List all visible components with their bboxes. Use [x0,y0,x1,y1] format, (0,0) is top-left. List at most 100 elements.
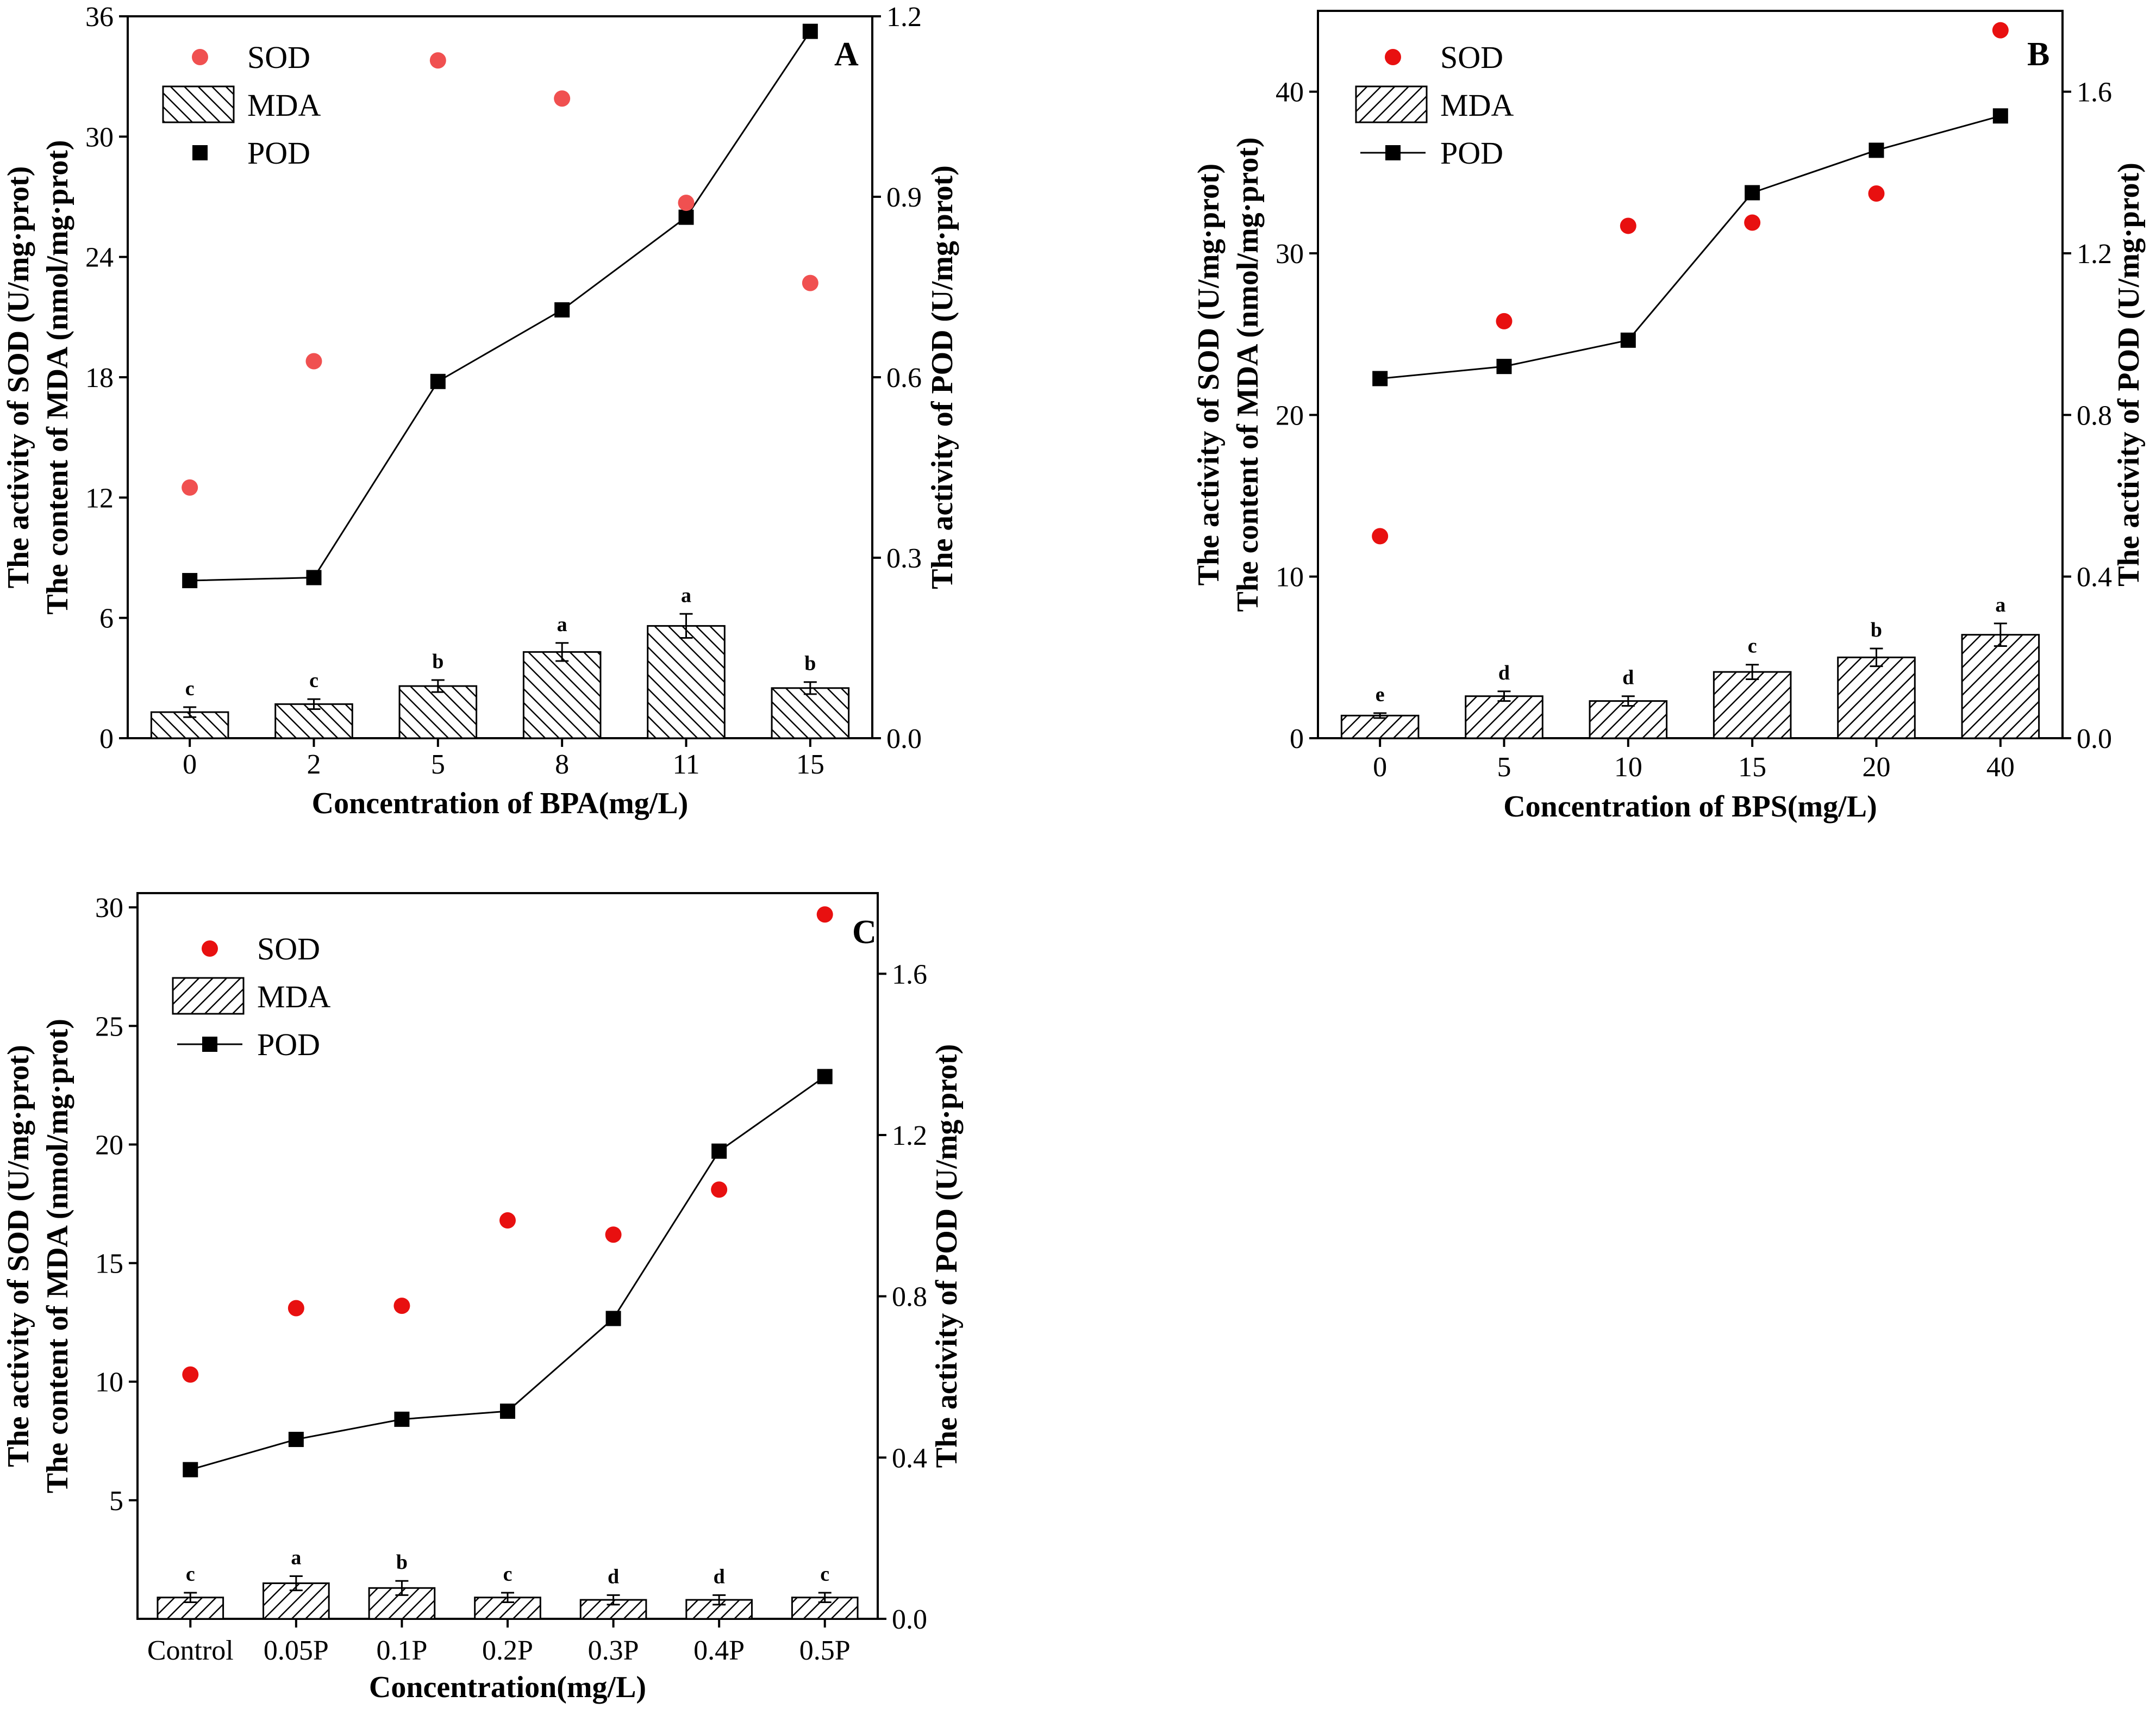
legend-pod-marker [192,145,208,160]
mda-bar [647,625,726,739]
left-y-axis-title: The activity of SOD (U/mg·prot) [2,1045,35,1467]
legend-mda-swatch [162,85,235,123]
right-y-tick-label: 1.6 [2077,77,2112,108]
left-y-tick-label: 0 [99,724,114,755]
right-y-axis-title: The activity of POD (U/mg·prot) [2112,163,2146,587]
significance-label: d [608,1565,619,1588]
left-y-tick-label: 30 [85,122,114,153]
significance-label: b [396,1551,408,1574]
significance-label: a [291,1546,301,1569]
pod-line [1380,115,2001,379]
right-y-tick-label: 0.0 [892,1604,927,1635]
x-tick-label: Control [147,1635,234,1666]
x-tick-label: 0 [1373,752,1387,783]
legend-sod-marker [192,49,208,65]
x-tick-label: 5 [1497,752,1511,783]
left-y-tick-label: 20 [95,1130,123,1161]
panel-label: A [834,36,859,73]
significance-label: d [714,1565,725,1588]
plot-frame [136,892,879,1620]
panel-A: 0 6 12 18 24 30 36 0.0 0.3 0.6 0.9 1.2 0 2 5 8 11 15 Conce… [2,2,959,820]
pod-point [430,373,446,389]
right-y-tick-label: 1.6 [892,959,927,990]
legend-mda-swatch [172,977,245,1015]
left-y-axis-title: The content of MDA (nmol/mg·prot) [1231,137,1265,612]
legend-pod-label: POD [1440,135,1503,171]
legend: SOD MDA POD [1355,40,1514,171]
pod-point [182,573,198,589]
right-y-tick-label: 1.2 [886,2,922,33]
panel-C: 5 10 15 20 25 30 0.0 0.4 0.8 1.2 1.6 Control 0.05P 0.… [2,892,964,1704]
right-y-tick-label: 0.8 [2077,400,2112,431]
left-y-tick-label: 25 [95,1011,123,1042]
right-y-tick-label: 0.4 [892,1443,927,1474]
significance-label: d [1498,662,1510,684]
sod-point [182,479,198,496]
left-y-tick-label: 0 [1290,724,1304,755]
sod-point [1868,185,1885,202]
legend-sod-marker [1385,49,1401,65]
mda-bar [398,685,478,739]
right-y-tick-label: 0.4 [2077,562,2112,593]
mda-bar [1465,695,1543,739]
sod-point [802,275,818,291]
pod-point [500,1404,515,1419]
pod-point [678,209,694,225]
sod-point [816,906,833,923]
significance-label: d [1622,666,1634,689]
right-y-tick-label: 0.3 [886,543,922,574]
sod-point [1496,313,1513,329]
left-y-tick-label: 6 [99,603,114,634]
right-y-axis-title: The activity of POD (U/mg·prot) [926,165,959,589]
significance-label: a [1995,594,2005,616]
x-tick-label: 0 [183,749,197,780]
left-y-tick-label: 10 [95,1367,123,1398]
pod-point [1620,332,1636,348]
plot-frame [127,15,873,739]
sod-point [678,195,695,211]
legend-sod-label: SOD [247,40,310,75]
left-y-axis-title: The content of MDA (nmol/mg·prot) [41,1019,74,1493]
pod-point [1868,142,1884,158]
pod-point [1992,108,2008,124]
pod-point [306,570,322,585]
right-y-tick-label: 0.8 [892,1282,927,1313]
significance-label: c [185,677,195,700]
sod-point [288,1300,304,1317]
right-y-tick-label: 0.6 [886,363,922,394]
x-tick-label: 10 [1614,752,1642,783]
x-tick-label: 8 [555,749,569,780]
pod-point [1745,185,1760,201]
significance-label: b [804,652,816,675]
x-tick-label: 0.2P [482,1635,533,1666]
x-tick-label: 0.05P [264,1635,329,1666]
x-tick-label: 5 [431,749,445,780]
legend-mda-swatch [1355,85,1428,123]
legend: SOD MDA POD [162,40,321,171]
left-y-tick-label: 30 [95,893,123,924]
x-tick-label: 15 [796,749,824,780]
significance-label: c [820,1563,829,1586]
sod-point [429,52,446,69]
left-y-tick-label: 24 [85,242,114,273]
pod-point [605,1311,621,1326]
sod-point [393,1298,410,1314]
panel-B: 0 10 20 30 40 0.0 0.4 0.8 1.2 1.6 0 5 10 15 20 40 Concen… [1192,10,2146,824]
significance-label: b [432,650,443,673]
x-tick-label: 15 [1738,752,1766,783]
right-y-tick-label: 0.0 [886,724,922,755]
x-axis-title: Concentration of BPS(mg/L) [1503,790,1877,824]
x-tick-label: 0.4P [693,1635,745,1666]
right-y-tick-label: 1.2 [2077,239,2112,270]
pod-point [802,23,818,39]
x-tick-label: 40 [1986,752,2015,783]
left-y-tick-label: 30 [1276,239,1304,270]
pod-point [183,1462,198,1477]
significance-label: c [503,1563,513,1586]
x-tick-label: 0.3P [588,1635,639,1666]
legend-sod-label: SOD [1440,40,1503,75]
mda-bar [1961,634,2040,739]
pod-point [554,302,570,318]
x-axis-title: Concentration of BPA(mg/L) [312,787,689,820]
x-axis-title: Concentration(mg/L) [369,1670,646,1704]
